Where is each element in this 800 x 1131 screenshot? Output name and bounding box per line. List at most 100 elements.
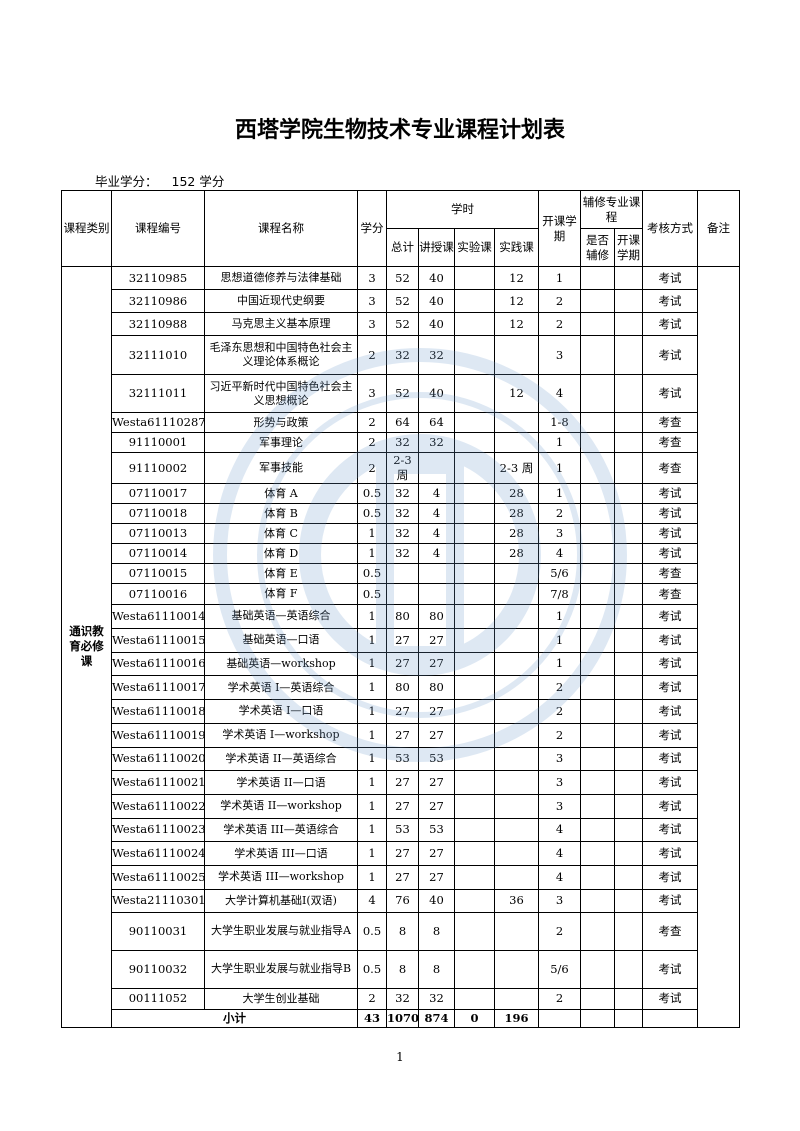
cell-minor-semester [614, 483, 643, 504]
cell-is-minor [580, 374, 615, 413]
cell-is-minor [580, 312, 615, 336]
cell-lecture: 80 [418, 604, 455, 629]
cell-exam: 考查 [642, 583, 698, 605]
cell-semester: 3 [538, 770, 581, 795]
cell-name: 学术英语 III—英语综合 [204, 817, 358, 842]
cell-practice [494, 770, 539, 795]
cell-is-minor [580, 841, 615, 866]
cell-lab [454, 651, 495, 676]
course-plan-table: 课程类别 课程编号 课程名称 学分 学时 开课学期 辅修专业课程 考核方式 备注… [61, 190, 740, 1028]
cell-name: 学术英语 III—口语 [204, 841, 358, 866]
subtotal-empty [538, 1008, 581, 1028]
cell-is-minor [580, 949, 615, 989]
cell-name: 学术英语 I—英语综合 [204, 675, 358, 700]
course-category: 通识教育必修课 [61, 266, 112, 1028]
table-row: 07110014 体育 D 1 32 4 28 4 考试 [62, 543, 740, 564]
cell-total: 80 [386, 675, 419, 700]
cell-credit: 2 [357, 452, 387, 484]
cell-lecture: 40 [418, 266, 455, 290]
cell-practice [494, 563, 539, 584]
cell-credit: 0.5 [357, 563, 387, 584]
cell-exam: 考试 [642, 374, 698, 413]
cell-name: 体育 A [204, 483, 358, 504]
cell-exam: 考试 [642, 888, 698, 913]
cell-exam: 考查 [642, 412, 698, 433]
cell-lab [454, 483, 495, 504]
cell-lecture: 27 [418, 841, 455, 866]
cell-lab [454, 949, 495, 989]
cell-lecture: 32 [418, 432, 455, 453]
cell-exam: 考试 [642, 312, 698, 336]
cell-semester: 3 [538, 746, 581, 771]
cell-credit: 2 [357, 412, 387, 433]
cell-lecture [418, 452, 455, 484]
cell-exam: 考试 [642, 746, 698, 771]
cell-credit: 1 [357, 675, 387, 700]
cell-minor-semester [614, 841, 643, 866]
header-hours: 学时 [386, 190, 539, 229]
header-exam: 考核方式 [642, 190, 698, 267]
cell-total: 27 [386, 651, 419, 676]
cell-exam: 考试 [642, 987, 698, 1010]
cell-lecture: 27 [418, 770, 455, 795]
cell-lecture: 27 [418, 722, 455, 748]
cell-credit: 1 [357, 604, 387, 629]
cell-minor-semester [614, 746, 643, 771]
cell-exam: 考试 [642, 949, 698, 989]
cell-minor-semester [614, 312, 643, 336]
subtotal-lecture: 874 [418, 1008, 455, 1028]
cell-practice: 28 [494, 523, 539, 544]
cell-is-minor [580, 794, 615, 819]
cell-minor-semester [614, 722, 643, 748]
cell-minor-semester [614, 432, 643, 453]
cell-lecture: 27 [418, 794, 455, 819]
cell-is-minor [580, 911, 615, 951]
cell-minor-semester [614, 627, 643, 653]
cell-total: 8 [386, 949, 419, 989]
cell-lab [454, 888, 495, 913]
table-row: 07110016 体育 F 0.5 7/8 考查 [62, 583, 740, 605]
cell-practice: 12 [494, 266, 539, 290]
cell-code: Westa61110021 [111, 770, 206, 795]
cell-minor-semester [614, 452, 643, 484]
header-remark: 备注 [697, 190, 740, 267]
cell-total: 32 [386, 543, 419, 564]
cell-credit: 1 [357, 746, 387, 771]
cell-exam: 考试 [642, 543, 698, 564]
cell-lecture: 64 [418, 412, 455, 433]
cell-credit: 1 [357, 770, 387, 795]
cell-is-minor [580, 651, 615, 676]
cell-lab [454, 543, 495, 564]
cell-credit: 2 [357, 432, 387, 453]
table-row: Westa61110014 基础英语—英语综合 1 80 80 1 考试 [62, 604, 740, 629]
cell-exam: 考试 [642, 675, 698, 700]
cell-name: 学术英语 II—口语 [204, 770, 358, 795]
cell-name: 体育 F [204, 583, 358, 605]
cell-is-minor [580, 888, 615, 913]
table-row: Westa61110023 学术英语 III—英语综合 1 53 53 4 考试 [62, 817, 740, 842]
cell-code: 07110016 [111, 583, 205, 605]
graduation-credits-value: 152 学分 [171, 174, 225, 189]
cell-lecture: 40 [418, 374, 455, 413]
cell-semester: 3 [538, 794, 581, 819]
cell-code: Westa61110019 [111, 722, 206, 748]
cell-practice [494, 987, 539, 1010]
cell-is-minor [580, 523, 615, 544]
cell-total: 80 [386, 604, 419, 629]
cell-code: 90110031 [111, 911, 205, 951]
cell-name: 体育 D [204, 543, 358, 564]
cell-exam: 考试 [642, 722, 698, 748]
cell-credit: 0.5 [357, 949, 387, 989]
cell-credit: 3 [357, 374, 387, 413]
cell-total: 27 [386, 627, 419, 653]
cell-lecture: 27 [418, 699, 455, 724]
cell-total: 27 [386, 770, 419, 795]
header-minor: 辅修专业课程 [580, 190, 643, 229]
cell-exam: 考查 [642, 432, 698, 453]
cell-total: 32 [386, 987, 419, 1010]
cell-exam: 考试 [642, 289, 698, 313]
cell-lab [454, 312, 495, 336]
cell-lecture: 4 [418, 483, 455, 504]
cell-practice [494, 432, 539, 453]
header-credit: 学分 [357, 190, 387, 267]
